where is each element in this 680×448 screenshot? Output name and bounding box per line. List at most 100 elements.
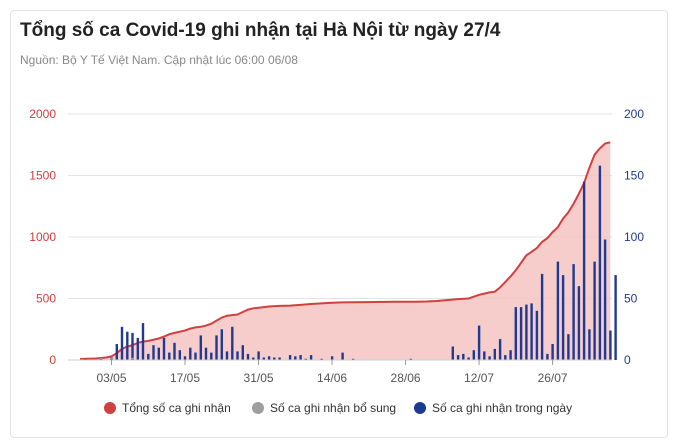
- daily-bar: [236, 351, 239, 360]
- daily-bar: [488, 356, 491, 360]
- x-tick-label: 12/07: [464, 371, 494, 385]
- daily-bar: [147, 353, 150, 360]
- x-tick-label: 26/07: [538, 371, 568, 385]
- daily-bar: [588, 329, 591, 361]
- daily-bar: [215, 335, 218, 360]
- daily-bar: [141, 323, 145, 360]
- daily-bar: [183, 356, 187, 360]
- daily-bar: [131, 332, 134, 360]
- daily-bar: [309, 355, 313, 360]
- daily-bar: [162, 337, 166, 360]
- x-tick-label: 17/05: [170, 371, 200, 385]
- supplement-bar: [131, 357, 134, 359]
- daily-bar: [540, 273, 544, 360]
- daily-bar: [299, 355, 302, 360]
- legend: Tổng số ca ghi nhận Số ca ghi nhận bổ sun…: [104, 401, 572, 415]
- y-left-tick-label: 1500: [29, 169, 56, 183]
- daily-bar: [320, 358, 323, 360]
- daily-bar: [84, 358, 87, 360]
- daily-bar: [598, 165, 602, 360]
- legend-marker: [252, 402, 264, 414]
- y-right-tick-label: 200: [624, 107, 644, 121]
- y-right-tick-label: 150: [624, 169, 644, 183]
- daily-bar: [561, 275, 565, 360]
- chart-source: Nguồn: Bộ Y Tế Việt Nam. Cập nhật lúc 06…: [20, 53, 298, 67]
- daily-bar: [341, 352, 344, 360]
- daily-bar: [409, 358, 412, 360]
- chart-title: Tổng số ca Covid-19 ghi nhận tại Hà Nội …: [20, 20, 501, 41]
- daily-bar: [115, 344, 118, 360]
- daily-bar: [225, 351, 229, 360]
- daily-bar: [199, 335, 202, 360]
- daily-bar: [582, 181, 586, 360]
- daily-bar: [572, 264, 575, 360]
- daily-bar: [609, 330, 612, 360]
- daily-bar: [546, 353, 549, 360]
- daily-bar: [330, 356, 334, 360]
- daily-bar: [168, 352, 171, 360]
- x-tick-label: 28/06: [391, 371, 421, 385]
- daily-bar: [257, 351, 260, 360]
- cumulative-area: [79, 141, 611, 360]
- daily-bar: [525, 304, 528, 360]
- daily-bar: [231, 326, 234, 360]
- daily-bar: [535, 310, 539, 360]
- legend-label: Số ca ghi nhận trong ngày: [432, 401, 572, 415]
- legend-label: Số ca ghi nhận bổ sung: [270, 401, 396, 415]
- daily-bar: [451, 346, 454, 360]
- supplement-bar: [99, 357, 103, 359]
- supplement-bar: [110, 357, 113, 359]
- daily-bar: [504, 355, 507, 360]
- daily-bar: [210, 352, 213, 360]
- daily-bar: [593, 261, 596, 360]
- daily-bar: [509, 350, 512, 360]
- y-right-tick-label: 100: [624, 230, 644, 244]
- daily-bar: [472, 350, 475, 360]
- y-right-tick-label: 0: [624, 353, 631, 367]
- daily-bar: [530, 303, 533, 360]
- y-left-tick-label: 2000: [29, 107, 56, 121]
- y-left-tick-label: 1000: [29, 230, 56, 244]
- daily-bar: [173, 342, 176, 360]
- daily-bar: [477, 325, 481, 360]
- daily-bar: [267, 356, 271, 360]
- daily-bar: [498, 339, 502, 360]
- y-axis-left: 0 500 1000 1500 2000: [29, 107, 56, 367]
- daily-bars: [84, 165, 617, 361]
- x-tick-label: 31/05: [244, 371, 274, 385]
- daily-bar: [120, 326, 124, 360]
- y-axis-right: 0 50 100 150 200: [624, 107, 644, 367]
- daily-bar: [252, 357, 255, 360]
- daily-bar: [262, 357, 265, 360]
- x-tick-label: 03/05: [96, 371, 126, 385]
- daily-bar: [514, 307, 517, 360]
- daily-bar: [136, 337, 139, 360]
- y-right-tick-label: 50: [624, 292, 638, 306]
- daily-bar: [246, 353, 250, 360]
- y-left-tick-label: 500: [36, 292, 56, 306]
- daily-bar: [241, 345, 244, 360]
- daily-bar: [273, 357, 276, 360]
- legend-marker: [414, 402, 426, 414]
- daily-bar: [462, 353, 465, 360]
- daily-bar: [467, 357, 470, 360]
- cumulative-area-fill: [80, 142, 611, 360]
- legend-label: Tổng số ca ghi nhận: [122, 401, 231, 415]
- daily-bar: [614, 275, 617, 360]
- daily-bar: [294, 356, 297, 360]
- daily-bar: [304, 358, 307, 360]
- chart-card: [10, 10, 668, 438]
- daily-bar: [189, 347, 192, 360]
- cumulative-line: [79, 141, 611, 360]
- daily-bar: [483, 351, 486, 360]
- daily-bar: [603, 239, 607, 360]
- daily-bar: [220, 329, 223, 361]
- daily-bar: [519, 307, 523, 360]
- daily-bar: [152, 345, 155, 360]
- daily-bar: [493, 348, 496, 360]
- daily-bar: [551, 344, 554, 360]
- daily-bar: [126, 331, 129, 360]
- daily-bar: [157, 347, 160, 360]
- daily-bar: [577, 286, 581, 360]
